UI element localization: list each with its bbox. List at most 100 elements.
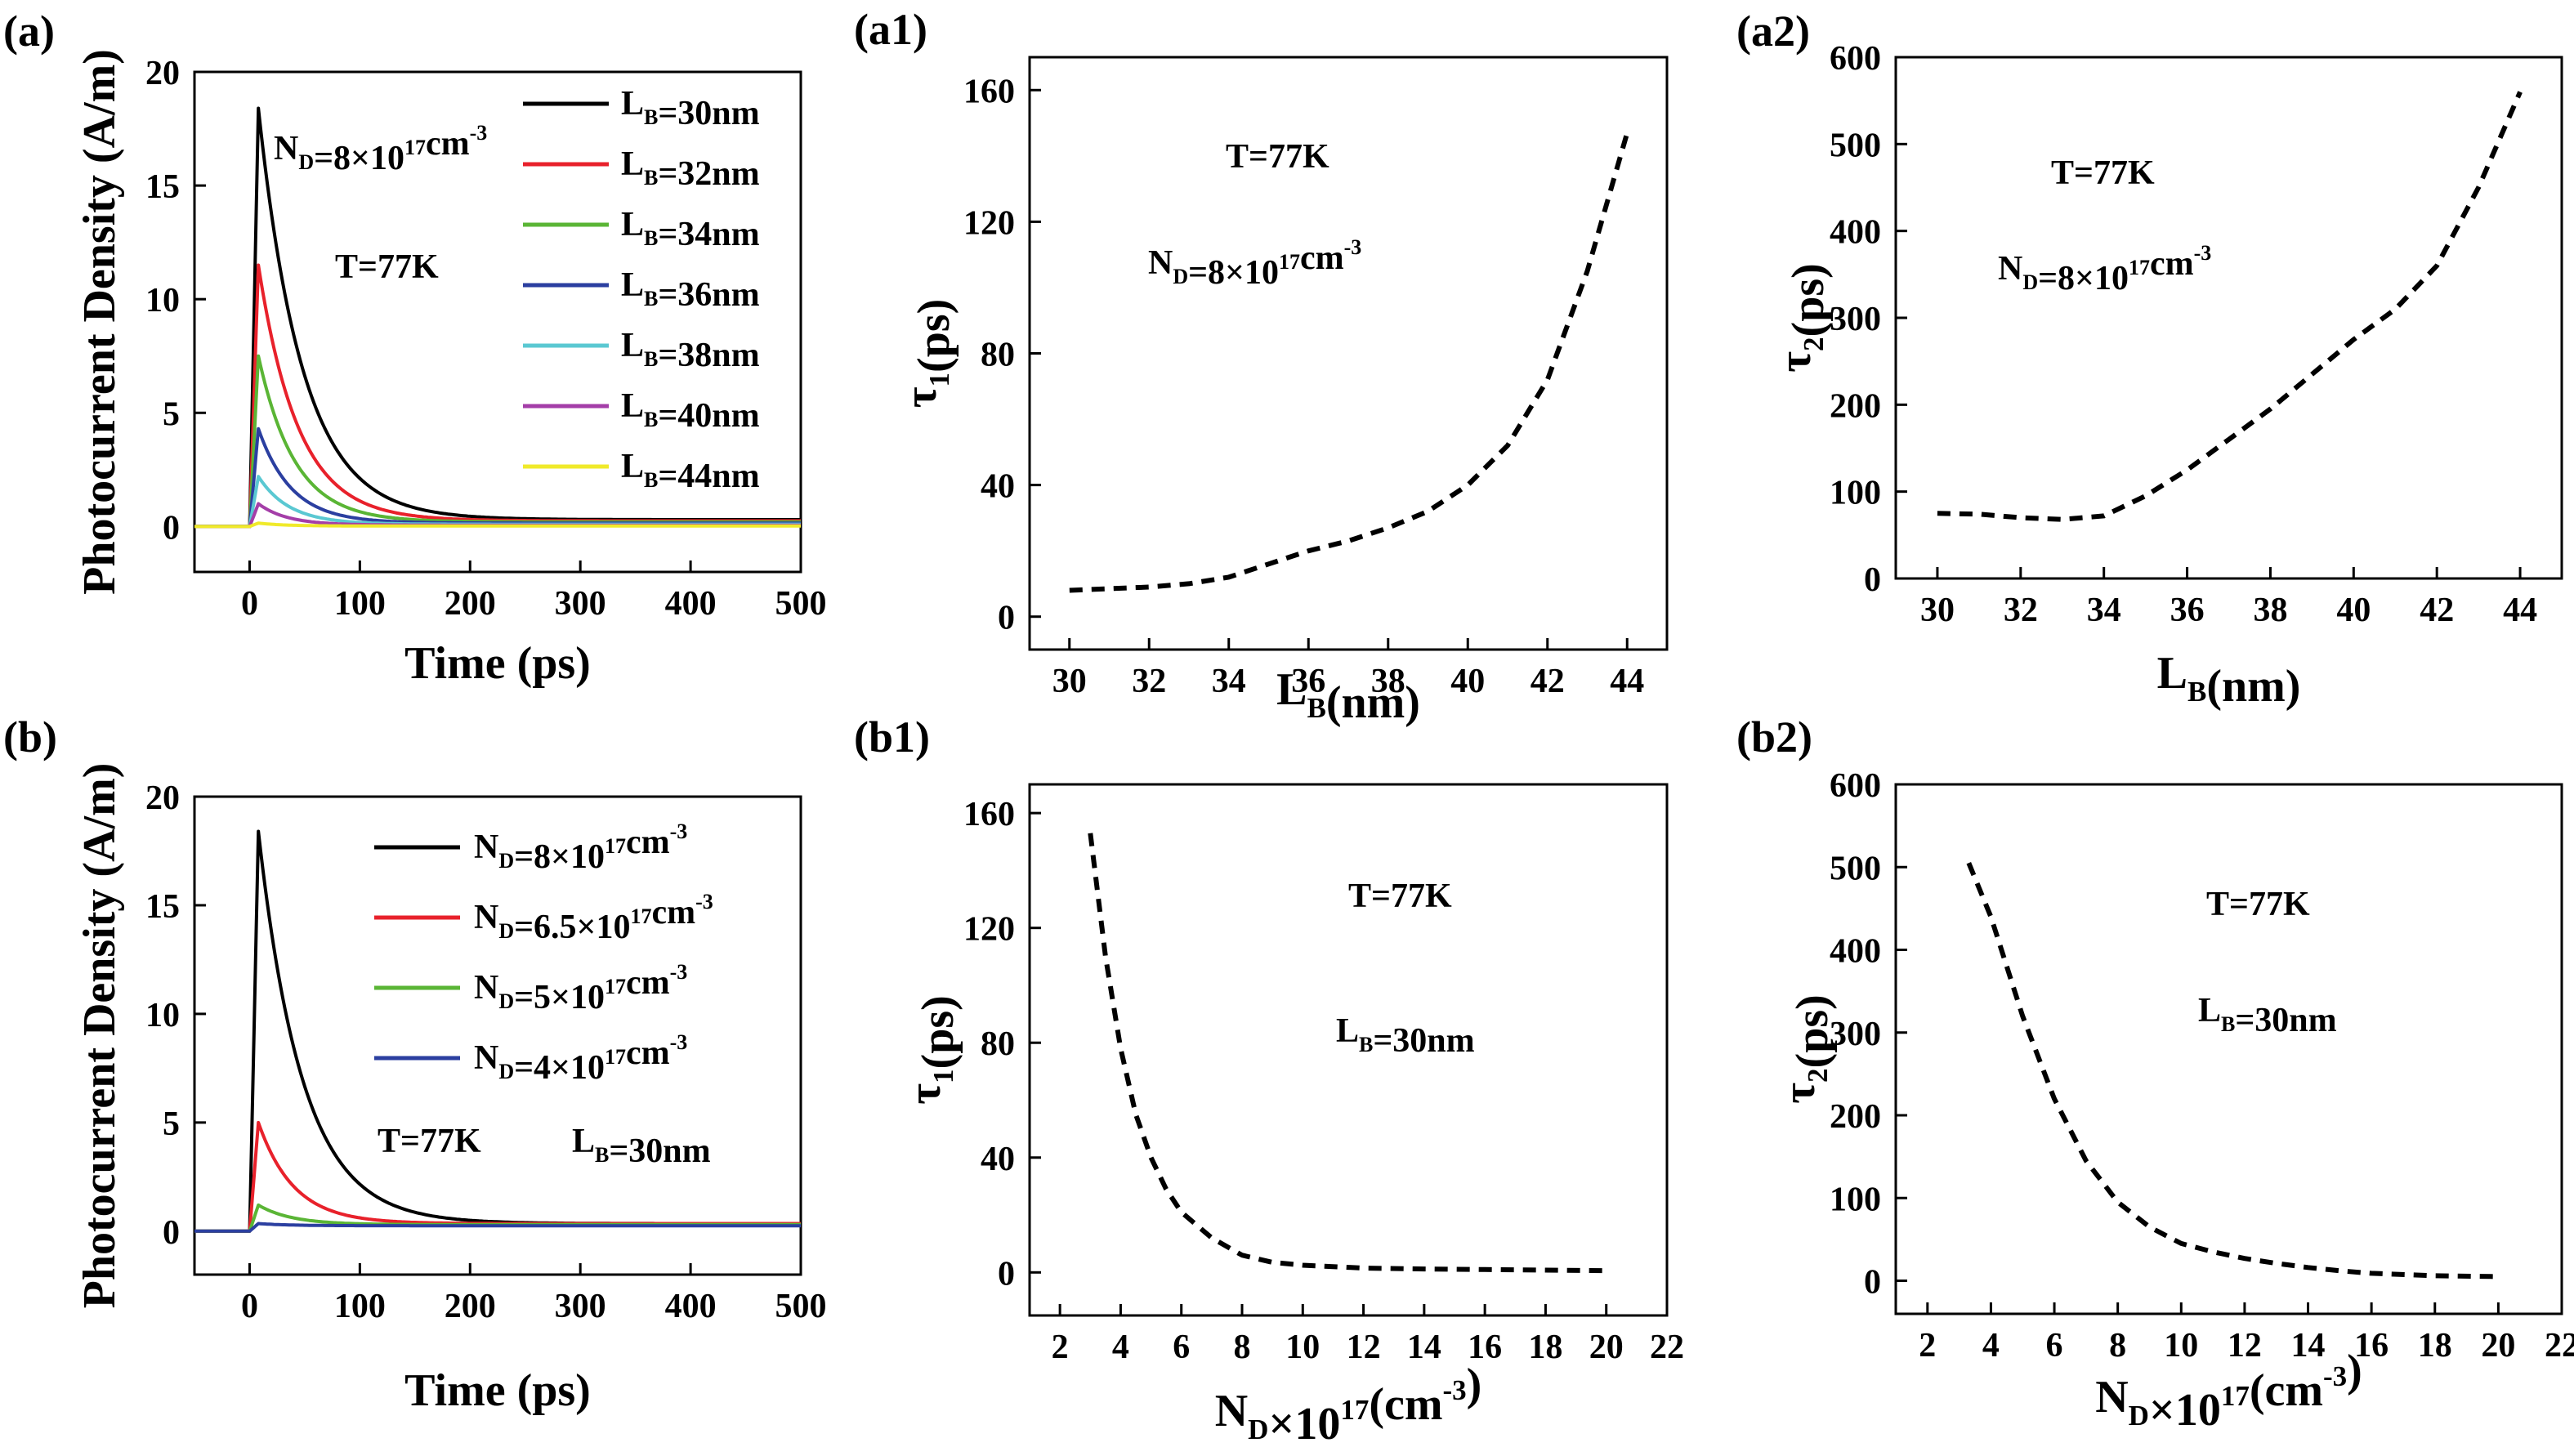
x-tick-label: 200	[445, 1288, 496, 1325]
panel-label: (b2)	[1736, 712, 1812, 761]
x-tick-label: 44	[1610, 663, 1644, 700]
series-line-lb-34nm	[194, 354, 801, 529]
x-axis-label: Time (ps)	[404, 1365, 591, 1416]
annotation-nd: ND=8×1017cm-3	[1998, 241, 2211, 297]
x-tick-label: 10	[2164, 1327, 2198, 1364]
y-tick-label: 20	[145, 779, 180, 817]
x-tick-label: 18	[1528, 1329, 1562, 1366]
y-axis-label: τ2(ps)	[1774, 994, 1838, 1104]
y-axis-label: Photocurrent Density (A/m)	[74, 49, 125, 595]
x-axis-label: LB(nm)	[1276, 664, 1420, 728]
plot-frame	[1894, 783, 2563, 1315]
x-tick-label: 32	[2004, 592, 2038, 629]
panel-label: (a2)	[1736, 7, 1810, 56]
x-tick-label: 18	[2418, 1327, 2452, 1364]
legend-label: ND=5×1017cm-3	[474, 960, 687, 1016]
annotation-temp: T=77K	[1348, 878, 1452, 915]
x-tick-label: 500	[775, 585, 827, 623]
y-tick-label: 5	[163, 395, 180, 433]
x-tick-label: 36	[1291, 663, 1325, 700]
legend-label: ND=6.5×1017cm-3	[474, 890, 713, 946]
y-tick-label: 600	[1830, 40, 1881, 78]
annotation-lb: LB=30nm	[2198, 992, 2337, 1039]
x-tick-label: 42	[2420, 592, 2454, 629]
y-tick-label: 100	[1830, 475, 1881, 512]
x-tick-label: 22	[1650, 1329, 1684, 1366]
x-tick-label: 8	[2109, 1327, 2126, 1364]
x-tick-label: 100	[334, 1288, 386, 1325]
y-tick-label: 300	[1830, 301, 1881, 338]
x-tick-label: 16	[2354, 1327, 2389, 1364]
x-tick-label: 34	[1212, 663, 1246, 700]
x-tick-label: 2	[1919, 1327, 1936, 1364]
series-line-tau1	[1088, 833, 1607, 1274]
x-tick-label: 14	[2291, 1327, 2326, 1364]
y-tick-label: 200	[1830, 1098, 1881, 1136]
x-tick-label: 0	[241, 585, 258, 623]
x-tick-label: 40	[1450, 663, 1485, 700]
x-tick-label: 400	[665, 585, 717, 623]
y-axis-label: Photocurrent Density (A/m)	[74, 763, 125, 1309]
x-tick-label: 100	[334, 585, 386, 623]
x-tick-label: 14	[1407, 1329, 1441, 1366]
y-tick-label: 120	[963, 204, 1015, 242]
x-tick-label: 4	[1982, 1327, 2000, 1364]
x-tick-label: 42	[1531, 663, 1565, 700]
x-tick-label: 300	[555, 1288, 606, 1325]
y-tick-label: 15	[145, 168, 180, 206]
x-tick-label: 34	[2087, 592, 2121, 629]
y-tick-label: 0	[1864, 561, 1881, 599]
y-tick-label: 400	[1830, 933, 1881, 971]
annotation-lb: LB=30nm	[572, 1123, 711, 1170]
x-tick-label: 500	[775, 1288, 827, 1325]
legend-label: LB=32nm	[621, 145, 760, 193]
y-tick-label: 0	[163, 1214, 180, 1252]
x-tick-label: 300	[555, 585, 606, 623]
x-axis-label: ND×1017(cm-3)	[2095, 1346, 2362, 1436]
y-tick-label: 0	[998, 600, 1015, 637]
y-axis-label: τ1(ps)	[900, 995, 963, 1105]
x-tick-label: 44	[2503, 592, 2537, 629]
series-line-tau2	[1937, 91, 2523, 522]
legend-label: LB=38nm	[621, 327, 760, 374]
series-line-tau2	[1966, 862, 2499, 1280]
panel-a: (a) 0 100 200 300 400 500 0 5 10 15 20 Time (ps) Phot…	[3, 7, 827, 689]
y-tick-label: 400	[1830, 214, 1881, 252]
annotation-temp: T=77K	[335, 248, 439, 286]
y-tick-label: 20	[145, 55, 180, 92]
annotation-temp: T=77K	[2051, 154, 2155, 192]
annotation-temp: T=77K	[1226, 138, 1329, 176]
y-tick-label: 500	[1830, 127, 1881, 164]
y-tick-label: 15	[145, 888, 180, 926]
plot-frame	[193, 795, 802, 1276]
x-tick-label: 40	[2336, 592, 2371, 629]
y-tick-label: 160	[963, 796, 1015, 833]
panel-label: (b1)	[854, 712, 930, 761]
series-line-lb-44nm	[194, 521, 801, 529]
y-tick-label: 0	[998, 1255, 1015, 1293]
x-tick-label: 38	[2253, 592, 2287, 629]
x-tick-label: 12	[1347, 1329, 1381, 1366]
x-tick-label: 32	[1132, 663, 1166, 700]
x-tick-label: 30	[1920, 592, 1955, 629]
x-tick-label: 20	[2481, 1327, 2515, 1364]
x-tick-label: 22	[2545, 1327, 2574, 1364]
y-tick-label: 300	[1830, 1016, 1881, 1053]
x-tick-label: 0	[241, 1288, 258, 1325]
y-tick-label: 600	[1830, 767, 1881, 805]
annotation-temp: T=77K	[378, 1123, 481, 1160]
panel-label: (a)	[3, 7, 55, 56]
y-tick-label: 500	[1830, 850, 1881, 887]
x-tick-label: 6	[1173, 1329, 1190, 1366]
x-tick-label: 4	[1112, 1329, 1129, 1366]
y-tick-label: 160	[963, 73, 1015, 110]
series-line-tau1	[1069, 132, 1630, 593]
y-tick-label: 100	[1830, 1181, 1881, 1218]
x-tick-label: 8	[1234, 1329, 1251, 1366]
panel-a2: (a2) 30 32 34 36 38 40 42 44 0 100 200 300 400 500 600 L…	[1736, 7, 2563, 712]
y-tick-label: 200	[1830, 387, 1881, 425]
y-tick-label: 10	[145, 997, 180, 1034]
x-tick-label: 30	[1052, 663, 1087, 700]
plot-frame	[193, 70, 802, 574]
x-axis-label: ND×1017(cm-3)	[1215, 1360, 1482, 1449]
